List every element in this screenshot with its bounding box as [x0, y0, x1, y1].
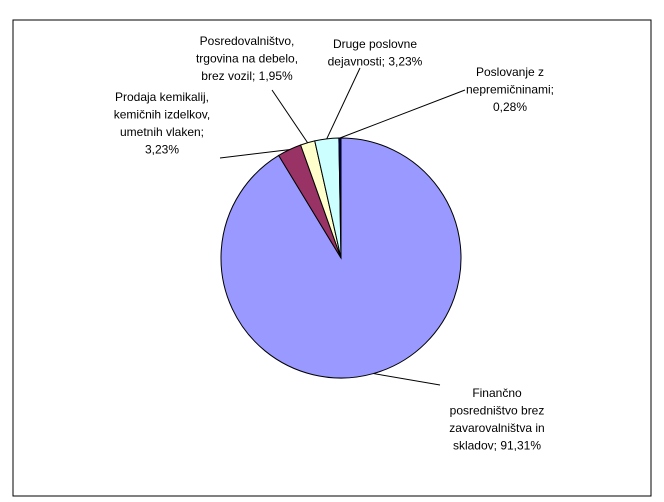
- slice-label-line: trgovina na debelo,: [196, 52, 298, 66]
- slice-label-line: skladov; 91,31%: [453, 439, 541, 453]
- slice-label: Druge poslovne dejavnosti; 3,23%: [328, 37, 423, 69]
- slice-label: Prodaja kemikalij, kemičnih izdelkov, umet…: [114, 90, 210, 157]
- leader-line: [339, 89, 466, 139]
- slice-label-line: kemičnih izdelkov,: [114, 108, 210, 122]
- slice-label-line: dejavnosti; 3,23%: [328, 55, 423, 69]
- leader-line: [271, 89, 309, 144]
- slice-label-line: Posredovalništvo,: [200, 34, 295, 48]
- slice-label: Poslovanje z nepremičninami; 0,28%: [466, 65, 554, 114]
- leader-line: [219, 149, 290, 159]
- slice-label-line: posredništvo brez: [450, 404, 545, 418]
- leader-line: [326, 67, 361, 140]
- slice-label-line: Prodaja kemikalij,: [115, 90, 209, 104]
- slice-label: Posredovalništvo, trgovina na debelo, brez…: [196, 34, 298, 83]
- slice-label: Finančno posredništvo brez zavarovalništva…: [449, 386, 544, 453]
- leader-line: [373, 373, 441, 386]
- slice-label-line: brez vozil; 1,95%: [201, 69, 293, 83]
- slice-label-line: umetnih vlaken;: [120, 125, 204, 139]
- slice-label-line: Finančno: [472, 386, 522, 400]
- slice-label-line: 0,28%: [493, 100, 527, 114]
- slice-label-line: nepremičninami;: [466, 83, 554, 97]
- slice-label-line: Poslovanje z: [476, 65, 544, 79]
- slice-label-line: zavarovalništva in: [449, 421, 544, 435]
- slice-label-line: Druge poslovne: [333, 37, 417, 51]
- slice-label-line: 3,23%: [145, 143, 179, 157]
